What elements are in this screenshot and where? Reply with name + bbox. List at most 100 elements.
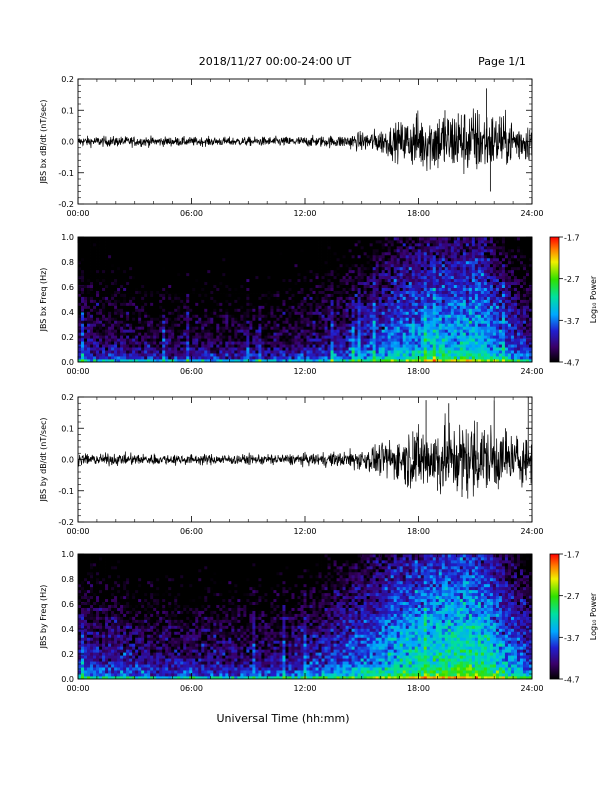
spectrogram-cell xyxy=(405,359,410,363)
spectrogram-cell xyxy=(126,278,130,283)
spectrogram-cell xyxy=(363,287,368,291)
spectrogram-cell xyxy=(195,305,199,309)
spectrogram-cell xyxy=(324,335,328,339)
spectrogram-cell xyxy=(216,359,220,363)
spectrogram-cell xyxy=(216,251,220,256)
spectrogram-cell xyxy=(120,317,124,321)
spectrogram-cell xyxy=(372,269,377,274)
spectrogram-cell xyxy=(291,302,295,306)
spectrogram-cell xyxy=(141,293,145,297)
spectrogram-cell xyxy=(186,275,190,280)
spectrogram-cell xyxy=(318,326,322,330)
spectrogram-cell xyxy=(177,257,181,262)
spectrogram-cell xyxy=(210,260,214,265)
spectrogram-cell xyxy=(315,329,319,333)
spectrogram-cell xyxy=(333,239,337,244)
spectrogram-cell xyxy=(159,296,163,300)
spectrogram-cell xyxy=(312,281,316,286)
spectrogram-cell xyxy=(141,251,145,256)
spectrogram-cell xyxy=(312,311,316,315)
spectrogram-cell xyxy=(264,269,268,274)
spectrogram-cell xyxy=(129,341,133,345)
spectrogram-cell xyxy=(396,251,401,256)
spectrogram-cell xyxy=(309,326,313,330)
spectrogram-cell xyxy=(168,263,172,268)
spectrogram-cell xyxy=(156,302,160,306)
spectrogram-cell xyxy=(243,329,247,333)
spectrogram-cell xyxy=(381,317,386,321)
spectrogram-cell xyxy=(234,326,238,330)
spectrogram-cell xyxy=(264,344,268,348)
spectrogram-cell xyxy=(150,260,154,265)
spectrogram-cell xyxy=(114,320,118,324)
spectrogram-cell xyxy=(171,359,175,363)
spectrogram-cell xyxy=(231,248,235,253)
spectrogram-cell xyxy=(237,242,241,247)
spectrogram-cell xyxy=(195,353,199,357)
spectrogram-cell xyxy=(375,356,380,360)
spectrogram-cell xyxy=(306,290,310,294)
spectrogram-cell xyxy=(153,254,157,259)
spectrogram-cell xyxy=(342,323,346,327)
spectrogram-cell xyxy=(405,290,410,294)
spectrogram-cell xyxy=(210,305,214,309)
spectrogram-cell xyxy=(210,251,214,256)
spectrogram-cell xyxy=(321,237,325,241)
spectrogram-cell xyxy=(300,323,304,327)
spectrogram-cell xyxy=(372,344,377,348)
spectrogram-cell xyxy=(327,275,331,280)
spectrogram-cell xyxy=(93,281,97,286)
spectrogram-cell xyxy=(330,272,334,277)
spectrogram-cell xyxy=(213,254,217,259)
spectrogram-cell xyxy=(252,257,256,262)
spectrogram-cell xyxy=(222,326,226,330)
spectrogram-cell xyxy=(249,281,253,286)
spectrogram-cell xyxy=(234,287,238,291)
spectrogram-cell xyxy=(240,260,244,265)
spectrogram-cell xyxy=(369,308,374,312)
spectrogram-cell xyxy=(273,251,277,256)
spectrogram-cell xyxy=(306,260,310,265)
spectrogram-cell xyxy=(117,335,121,339)
spectrogram-cell xyxy=(348,275,353,280)
spectrogram-cell xyxy=(105,305,109,309)
spectrogram-cell xyxy=(387,254,392,259)
spectrogram-cell xyxy=(267,341,271,345)
spectrogram-cell xyxy=(336,248,340,253)
spectrogram-cell xyxy=(189,269,193,274)
spectrogram-cell xyxy=(90,338,94,342)
spectrogram-cell xyxy=(327,347,331,351)
spectrogram-cell xyxy=(159,317,163,321)
spectrogram-cell xyxy=(390,293,395,297)
spectrogram-cell xyxy=(81,290,85,294)
spectrogram-cell xyxy=(252,335,256,339)
spectrogram-cell xyxy=(243,242,247,247)
spectrogram-cell xyxy=(138,254,142,259)
spectrogram-cell xyxy=(297,323,301,327)
spectrogram-cell xyxy=(360,237,365,241)
spectrogram-cell xyxy=(258,320,262,324)
spectrogram-cell xyxy=(261,305,265,309)
spectrogram-cell xyxy=(261,317,265,321)
spectrogram-cell xyxy=(348,314,353,318)
spectrogram-cell xyxy=(417,242,422,247)
spectrogram-cell xyxy=(288,287,292,291)
spectrogram-cell xyxy=(324,237,328,241)
spectrogram-cell xyxy=(96,254,100,259)
spectrogram-cell xyxy=(147,260,151,265)
spectrogram-cell xyxy=(108,284,112,288)
spectrogram-cell xyxy=(327,320,331,324)
spectrogram-cell xyxy=(81,353,85,357)
spectrogram-cell xyxy=(201,335,205,339)
spectrogram-cell xyxy=(408,284,413,288)
spectrogram-cell xyxy=(378,329,383,333)
spectrogram-cell xyxy=(132,308,136,312)
spectrogram-cell xyxy=(315,251,319,256)
spectrogram-cell xyxy=(201,239,205,244)
spectrogram-cell xyxy=(417,287,422,291)
spectrogram-cell xyxy=(339,269,343,274)
spectrogram-cell xyxy=(285,254,289,259)
spectrogram-cell xyxy=(150,263,154,268)
spectrogram-cell xyxy=(84,320,88,324)
spectrogram-cell xyxy=(291,347,295,351)
